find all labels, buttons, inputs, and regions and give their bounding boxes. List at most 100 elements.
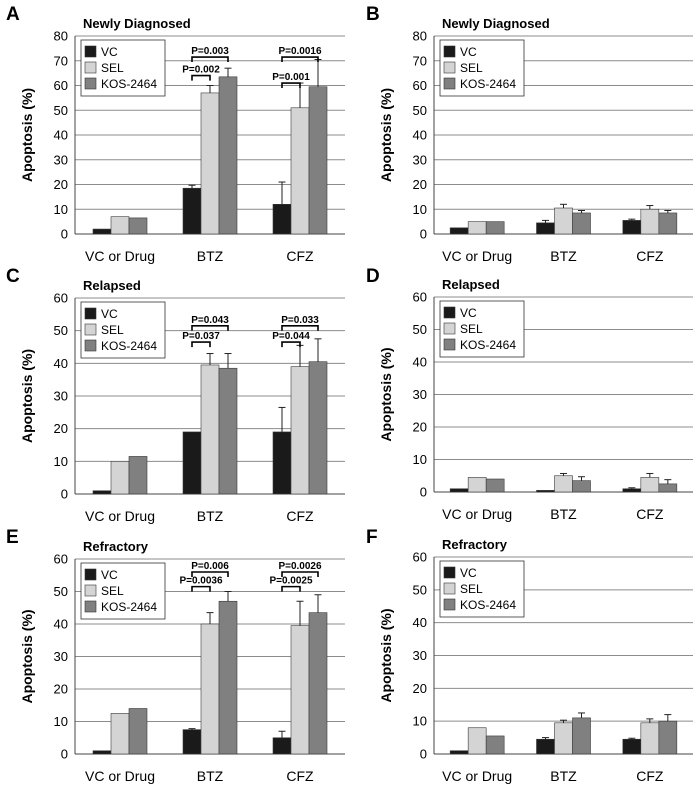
panel-letter-d: D	[366, 266, 380, 287]
legend-label: VC	[460, 306, 477, 320]
y-tick-label: 30	[54, 649, 68, 664]
p-value-label: P=0.002	[182, 65, 220, 76]
x-category-label: BTZ	[197, 508, 224, 524]
bar-kos-2464	[572, 480, 591, 493]
bar-vc	[622, 220, 642, 235]
x-category-label: CFZ	[286, 768, 314, 784]
legend-label: KOS-2464	[101, 339, 157, 353]
legend-label: SEL	[460, 61, 483, 75]
p-value-label: P=0.003	[191, 46, 229, 57]
y-axis-label: Apoptosis (%)	[19, 609, 35, 703]
bar-kos-2464	[658, 720, 678, 755]
legend-swatch-kos-2464	[84, 77, 97, 90]
bar-kos-2464	[218, 76, 238, 235]
legend-swatch-kos-2464	[443, 598, 456, 611]
bar-vc	[182, 187, 202, 235]
y-tick-label: 70	[54, 53, 68, 68]
y-axis-label: Apoptosis (%)	[378, 347, 394, 441]
x-category-label: CFZ	[636, 248, 664, 264]
bar-sel	[200, 364, 220, 495]
y-tick-label: 10	[54, 202, 68, 217]
x-category-label: CFZ	[286, 248, 314, 264]
significance-bracket	[281, 341, 301, 348]
y-tick-label: 30	[54, 389, 68, 404]
bar-kos-2464	[308, 612, 328, 755]
legend-swatch-sel	[443, 582, 456, 595]
bar-sel	[640, 208, 660, 235]
x-category-label: VC or Drug	[85, 768, 155, 784]
bar-vc	[92, 228, 112, 235]
bar-vc	[92, 490, 112, 495]
p-value-label: P=0.0036	[179, 576, 223, 587]
significance-bracket	[191, 585, 211, 592]
bar-vc	[449, 227, 469, 235]
bar-kos-2464	[128, 456, 148, 495]
legend-swatch-vc	[443, 45, 456, 58]
p-value-label: P=0.001	[272, 72, 310, 83]
p-value-label: P=0.006	[191, 561, 229, 572]
bar-kos-2464	[572, 212, 591, 235]
bar-sel	[290, 366, 310, 495]
bar-vc	[92, 750, 112, 755]
legend-swatch-vc	[84, 45, 97, 58]
y-tick-label: 0	[420, 485, 427, 500]
y-tick-label: 50	[54, 323, 68, 338]
y-tick-label: 30	[413, 648, 427, 663]
panel-title-b: Newly Diagnosed	[442, 16, 550, 31]
panel-letter-a: A	[6, 4, 20, 25]
legend-label: KOS-2464	[101, 77, 157, 91]
legend-label: SEL	[101, 61, 124, 75]
bar-sel	[200, 92, 220, 235]
p-value-label: P=0.037	[182, 331, 220, 342]
x-category-label: BTZ	[197, 768, 224, 784]
significance-bracket	[281, 56, 319, 63]
y-tick-label: 40	[413, 355, 427, 370]
y-tick-label: 0	[61, 747, 68, 762]
p-value-label: P=0.0025	[269, 576, 313, 587]
significance-bracket	[281, 585, 301, 592]
y-tick-label: 30	[413, 152, 427, 167]
legend-swatch-vc	[84, 307, 97, 320]
bar-sel	[467, 727, 487, 755]
p-value-label: P=0.033	[281, 315, 319, 326]
bar-vc	[272, 431, 292, 495]
x-category-label: CFZ	[636, 506, 664, 522]
bar-sel	[554, 722, 573, 755]
legend-label: VC	[101, 45, 118, 59]
p-value-label: P=0.044	[272, 331, 310, 342]
legend-label: VC	[460, 45, 477, 59]
y-tick-label: 10	[413, 202, 427, 217]
y-tick-label: 60	[54, 552, 68, 567]
legend-label: SEL	[101, 323, 124, 337]
bar-kos-2464	[308, 361, 328, 495]
bar-vc	[272, 737, 292, 755]
p-value-label: P=0.0026	[278, 561, 322, 572]
significance-bracket	[191, 324, 229, 331]
bar-vc	[449, 750, 469, 755]
y-tick-label: 30	[54, 152, 68, 167]
p-value-label: P=0.0016	[278, 46, 322, 57]
legend-label: VC	[101, 568, 118, 582]
legend-swatch-sel	[443, 61, 456, 74]
y-tick-label: 20	[54, 421, 68, 436]
legend-swatch-kos-2464	[443, 77, 456, 90]
bar-sel	[467, 221, 487, 235]
x-category-label: VC or Drug	[442, 768, 512, 784]
y-tick-label: 60	[413, 290, 427, 305]
y-tick-label: 10	[54, 714, 68, 729]
x-category-label: VC or Drug	[85, 248, 155, 264]
y-tick-label: 40	[54, 617, 68, 632]
y-tick-label: 0	[420, 227, 427, 242]
bar-sel	[554, 475, 573, 493]
significance-bracket	[191, 571, 229, 577]
y-tick-label: 80	[54, 29, 68, 44]
legend-label: KOS-2464	[460, 338, 516, 352]
bar-kos-2464	[218, 367, 238, 495]
x-category-label: CFZ	[636, 768, 664, 784]
bar-kos-2464	[128, 217, 148, 235]
y-tick-label: 60	[54, 78, 68, 93]
legend-label: KOS-2464	[460, 77, 516, 91]
bar-vc	[536, 738, 555, 755]
x-category-label: BTZ	[550, 506, 577, 522]
